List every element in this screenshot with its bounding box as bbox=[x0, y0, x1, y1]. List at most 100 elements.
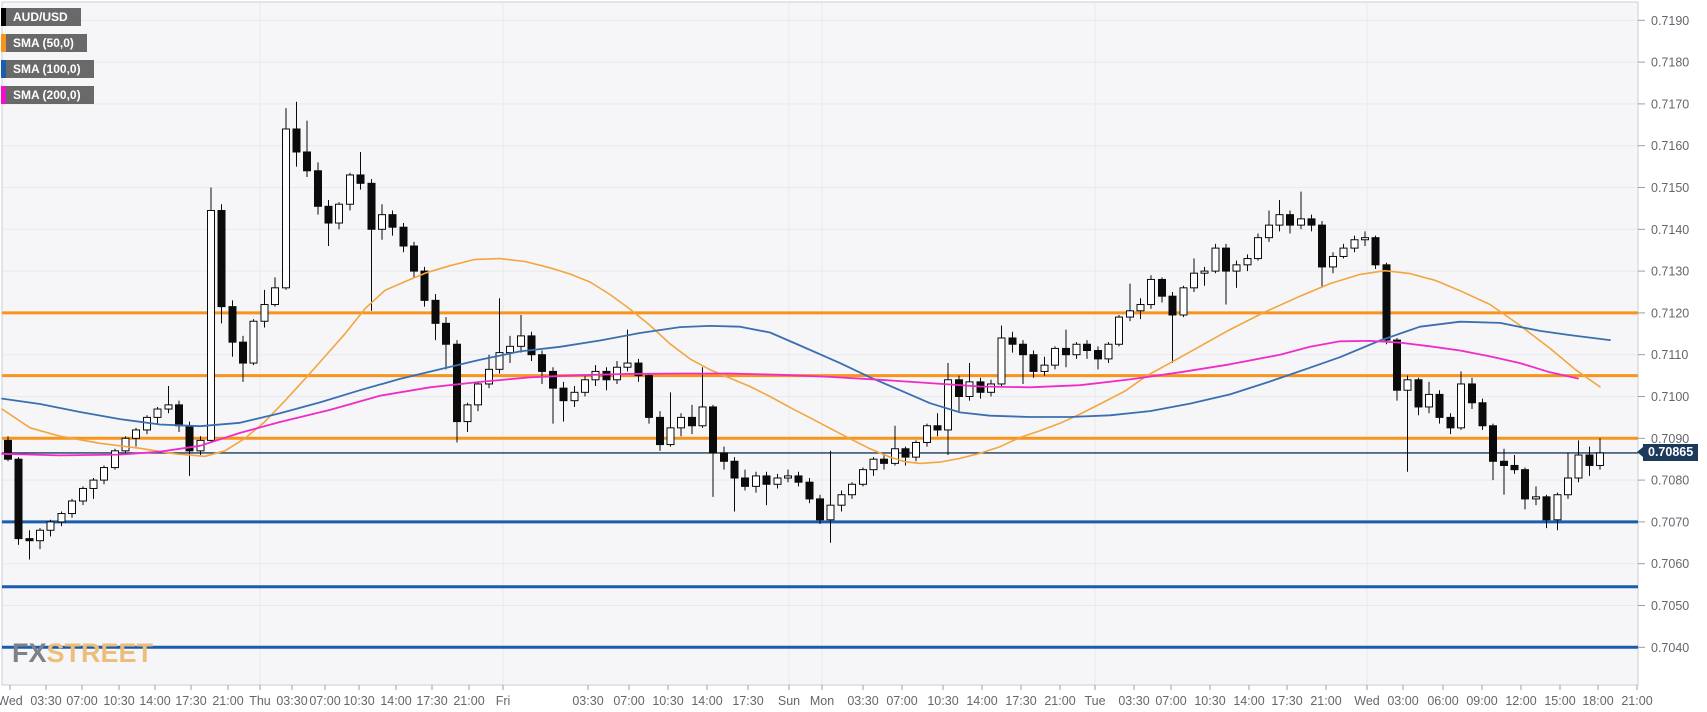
legend-sma-50[interactable]: SMA (50,0) bbox=[1, 34, 87, 52]
candle bbox=[239, 335, 247, 382]
candle bbox=[1265, 210, 1273, 242]
time-tick-label: 03:30 bbox=[1118, 694, 1149, 708]
time-tick-label: 21:00 bbox=[1044, 694, 1075, 708]
plot-background bbox=[2, 2, 1638, 685]
legend-label: SMA (100,0) bbox=[6, 60, 94, 78]
candle bbox=[570, 386, 579, 407]
candle bbox=[249, 319, 258, 366]
candle bbox=[1190, 258, 1198, 292]
candle bbox=[1286, 210, 1294, 234]
time-tick-label: 03:30 bbox=[276, 694, 307, 708]
candle bbox=[1168, 292, 1177, 364]
watermark-street: STREET bbox=[46, 638, 154, 668]
candle bbox=[132, 427, 140, 447]
price-axis: 0.7190 0.7180 0.7170 0.7160 0.7150 0.7140 0.71… bbox=[1638, 14, 1689, 655]
time-tick-label: 07:00 bbox=[66, 694, 97, 708]
time-tick-label: 03:00 bbox=[1387, 694, 1418, 708]
time-tick-label: Wed bbox=[0, 694, 23, 708]
candle bbox=[720, 446, 728, 470]
price-tick-label: 0.7090 bbox=[1651, 432, 1689, 446]
candle bbox=[1393, 337, 1401, 401]
candle bbox=[111, 448, 119, 470]
candle bbox=[1361, 231, 1369, 247]
time-tick-label: 06:00 bbox=[1427, 694, 1458, 708]
price-tick-label: 0.7060 bbox=[1651, 557, 1689, 571]
time-tick-label: Thu bbox=[249, 694, 271, 708]
candle bbox=[100, 465, 108, 485]
candle bbox=[1211, 243, 1220, 274]
time-tick-label: 14:00 bbox=[1233, 694, 1264, 708]
time-tick-label: 10:30 bbox=[103, 694, 134, 708]
legend-sma-200[interactable]: SMA (200,0) bbox=[1, 86, 94, 104]
candle bbox=[1318, 220, 1326, 288]
candle bbox=[1500, 448, 1508, 495]
candle bbox=[356, 151, 365, 190]
candle bbox=[303, 120, 311, 178]
candle bbox=[1371, 235, 1380, 270]
candle bbox=[367, 179, 376, 311]
legend-audusd[interactable]: AUD/USD bbox=[1, 8, 81, 26]
candle bbox=[378, 204, 386, 240]
candle bbox=[1329, 252, 1337, 274]
candle bbox=[709, 404, 717, 497]
time-tick-label: 07:00 bbox=[309, 694, 340, 708]
current-price-value: 0.70865 bbox=[1648, 445, 1694, 459]
candle bbox=[1425, 381, 1433, 414]
candle bbox=[1596, 438, 1604, 470]
candle bbox=[656, 411, 664, 451]
time-tick-label: 17:30 bbox=[732, 694, 763, 708]
time-tick-label: Wed bbox=[1354, 694, 1380, 708]
price-tick-label: 0.7100 bbox=[1651, 390, 1689, 404]
candle bbox=[1083, 340, 1091, 359]
time-tick-label: 03:30 bbox=[572, 694, 603, 708]
candle bbox=[1008, 331, 1017, 353]
candle bbox=[559, 381, 568, 422]
candle bbox=[1553, 492, 1562, 531]
price-tick-label: 0.7180 bbox=[1651, 56, 1689, 70]
candle bbox=[933, 413, 942, 437]
candle bbox=[153, 406, 162, 424]
candle bbox=[1307, 214, 1316, 232]
legend-label: SMA (50,0) bbox=[6, 34, 87, 52]
price-tick-label: 0.7170 bbox=[1651, 97, 1689, 111]
time-tick-label: 03:30 bbox=[847, 694, 878, 708]
candle bbox=[623, 329, 632, 372]
price-tick-label: 0.7130 bbox=[1651, 265, 1689, 279]
candle bbox=[688, 404, 696, 435]
candle bbox=[1222, 243, 1230, 305]
candle bbox=[1275, 200, 1284, 232]
candle bbox=[314, 162, 322, 215]
candle bbox=[346, 172, 354, 211]
candle bbox=[1489, 423, 1497, 481]
candle bbox=[1029, 350, 1038, 378]
candle bbox=[773, 473, 782, 489]
sma-100-line bbox=[1, 320, 1611, 428]
candle bbox=[1339, 243, 1348, 259]
candle bbox=[1382, 262, 1391, 345]
price-tick-label: 0.7150 bbox=[1651, 181, 1689, 195]
watermark-fx: FX bbox=[12, 638, 47, 668]
candle bbox=[4, 436, 12, 462]
candle bbox=[453, 340, 461, 443]
time-tick-label: Mon bbox=[810, 694, 834, 708]
time-tick-label: 14:00 bbox=[691, 694, 722, 708]
time-tick-label: Tue bbox=[1084, 694, 1105, 708]
candle bbox=[1115, 314, 1123, 347]
time-tick-label: 09:00 bbox=[1466, 694, 1497, 708]
time-tick-label: 07:00 bbox=[1155, 694, 1186, 708]
candle bbox=[826, 450, 835, 543]
candle bbox=[1200, 266, 1209, 286]
legend-sma-100[interactable]: SMA (100,0) bbox=[1, 60, 94, 78]
candle bbox=[46, 519, 55, 537]
candle bbox=[1126, 283, 1134, 322]
candle bbox=[698, 367, 707, 428]
price-tick-label: 0.7070 bbox=[1651, 515, 1689, 529]
time-tick-label: 21:00 bbox=[212, 694, 243, 708]
candle bbox=[431, 294, 440, 341]
candle bbox=[527, 331, 536, 361]
price-tick-label: 0.7050 bbox=[1651, 599, 1689, 613]
candle bbox=[1403, 375, 1412, 472]
candle bbox=[282, 108, 290, 290]
candle bbox=[752, 471, 760, 493]
